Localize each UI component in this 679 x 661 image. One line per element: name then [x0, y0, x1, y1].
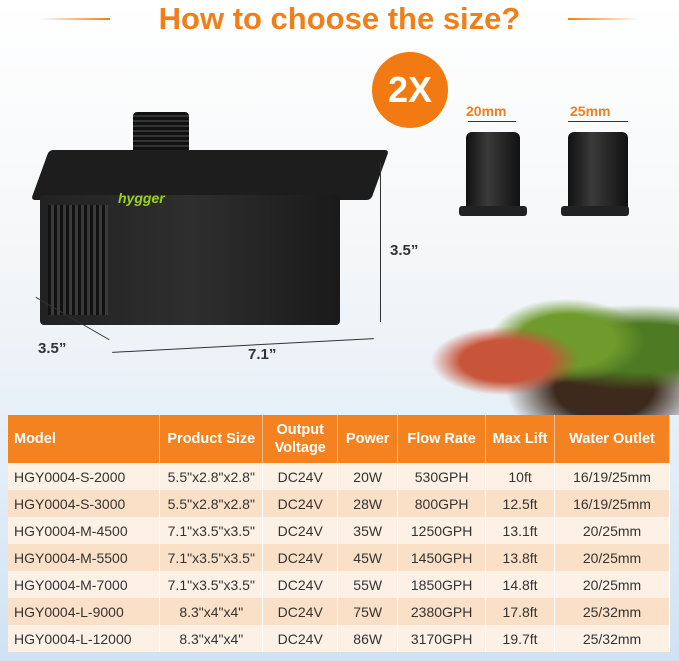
page-title: How to choose the size?	[158, 1, 521, 36]
table-cell: 1450GPH	[397, 544, 487, 571]
table-cell: HGY0004-L-9000	[8, 598, 161, 625]
title-line-left	[38, 18, 110, 20]
table-cell: 7.1"x3.5"x3.5"	[159, 571, 264, 598]
table-cell: 530GPH	[397, 463, 487, 490]
column-header: Model	[8, 415, 161, 463]
height-dim-line	[380, 162, 381, 322]
table-cell: 5.5"x2.8"x2.8"	[159, 490, 264, 517]
table-cell: 1250GPH	[397, 517, 487, 544]
length-dimension: 7.1”	[248, 346, 277, 363]
table-cell: 12.5ft	[485, 490, 556, 517]
table-cell: 19.7ft	[485, 625, 556, 652]
table-cell: 14.8ft	[485, 571, 556, 598]
table-cell: 35W	[337, 517, 399, 544]
table-row: HGY0004-S-3000 5.5"x2.8"x2.8" DC24V 28W 800G…	[8, 490, 670, 517]
fitting-label-25: 25mm	[570, 103, 611, 119]
table-cell: 7.1"x3.5"x3.5"	[159, 517, 264, 544]
fitting-20mm-image	[459, 132, 527, 216]
table-cell: 86W	[337, 625, 399, 652]
table-cell: 8.3"x4"x4"	[159, 625, 264, 652]
table-row: HGY0004-S-2000 5.5"x2.8"x2.8" DC24V 20W 530G…	[8, 463, 670, 490]
column-header: Output Voltage	[262, 415, 339, 463]
column-header: Power	[337, 415, 399, 463]
table-cell: DC24V	[262, 517, 339, 544]
table-cell: 25/32mm	[554, 598, 670, 625]
table-cell: HGY0004-S-3000	[8, 490, 161, 517]
table-cell: 20/25mm	[554, 544, 670, 571]
table-cell: 13.8ft	[485, 544, 556, 571]
depth-dimension: 3.5”	[38, 340, 67, 357]
table-cell: 25/32mm	[554, 625, 670, 652]
height-dimension: 3.5”	[390, 242, 419, 259]
table-cell: 16/19/25mm	[554, 463, 670, 490]
aquarium-plants-image	[430, 280, 679, 415]
table-cell: DC24V	[262, 490, 339, 517]
column-header: Flow Rate	[397, 415, 487, 463]
column-header: Max Lift	[485, 415, 556, 463]
fitting-dim-line	[568, 121, 628, 122]
pump-top-image	[30, 150, 390, 200]
table-cell: DC24V	[262, 463, 339, 490]
table-cell: DC24V	[262, 625, 339, 652]
fitting-25mm-image	[561, 132, 629, 216]
fitting-dim-line	[468, 121, 516, 122]
table-cell: 17.8ft	[485, 598, 556, 625]
table-cell: 45W	[337, 544, 399, 571]
table-cell: 2380GPH	[397, 598, 487, 625]
table-cell: 1850GPH	[397, 571, 487, 598]
table-cell: DC24V	[262, 544, 339, 571]
table-cell: 28W	[337, 490, 399, 517]
brand-logo: hygger	[118, 190, 165, 206]
table-cell: 7.1"x3.5"x3.5"	[159, 544, 264, 571]
table-cell: 13.1ft	[485, 517, 556, 544]
quantity-badge: 2X	[372, 52, 448, 128]
table-cell: 75W	[337, 598, 399, 625]
table-cell: DC24V	[262, 571, 339, 598]
table-cell: 16/19/25mm	[554, 490, 670, 517]
table-cell: 800GPH	[397, 490, 487, 517]
table-cell: HGY0004-M-5500	[8, 544, 161, 571]
column-header: Product Size	[159, 415, 264, 463]
table-row: HGY0004-M-5500 7.1"x3.5"x3.5" DC24V 45W 1450…	[8, 544, 670, 571]
column-header: Water Outlet	[554, 415, 670, 463]
table-cell: 20/25mm	[554, 571, 670, 598]
table-row: HGY0004-M-7000 7.1"x3.5"x3.5" DC24V 55W 1850…	[8, 571, 670, 598]
table-cell: HGY0004-M-4500	[8, 517, 161, 544]
fitting-label-20: 20mm	[466, 103, 507, 119]
size-table: Model Product Size Output Voltage Power Flow…	[8, 415, 670, 652]
table-row: HGY0004-L-12000 8.3"x4"x4" DC24V 86W 3170GPH…	[8, 625, 670, 652]
table-cell: HGY0004-M-7000	[8, 571, 161, 598]
table-cell: 10ft	[485, 463, 556, 490]
table-cell: 55W	[337, 571, 399, 598]
length-dim-line	[112, 338, 374, 353]
table-cell: 20W	[337, 463, 399, 490]
table-cell: HGY0004-S-2000	[8, 463, 161, 490]
table-cell: 5.5"x2.8"x2.8"	[159, 463, 264, 490]
table-cell: 20/25mm	[554, 517, 670, 544]
table-cell: 3170GPH	[397, 625, 487, 652]
table-cell: DC24V	[262, 598, 339, 625]
table-row: HGY0004-L-9000 8.3"x4"x4" DC24V 75W 2380GPH 1…	[8, 598, 670, 625]
pump-grille-image	[48, 205, 108, 315]
table-row: HGY0004-M-4500 7.1"x3.5"x3.5" DC24V 35W 1250…	[8, 517, 670, 544]
table-cell: HGY0004-L-12000	[8, 625, 161, 652]
table-cell: 8.3"x4"x4"	[159, 598, 264, 625]
